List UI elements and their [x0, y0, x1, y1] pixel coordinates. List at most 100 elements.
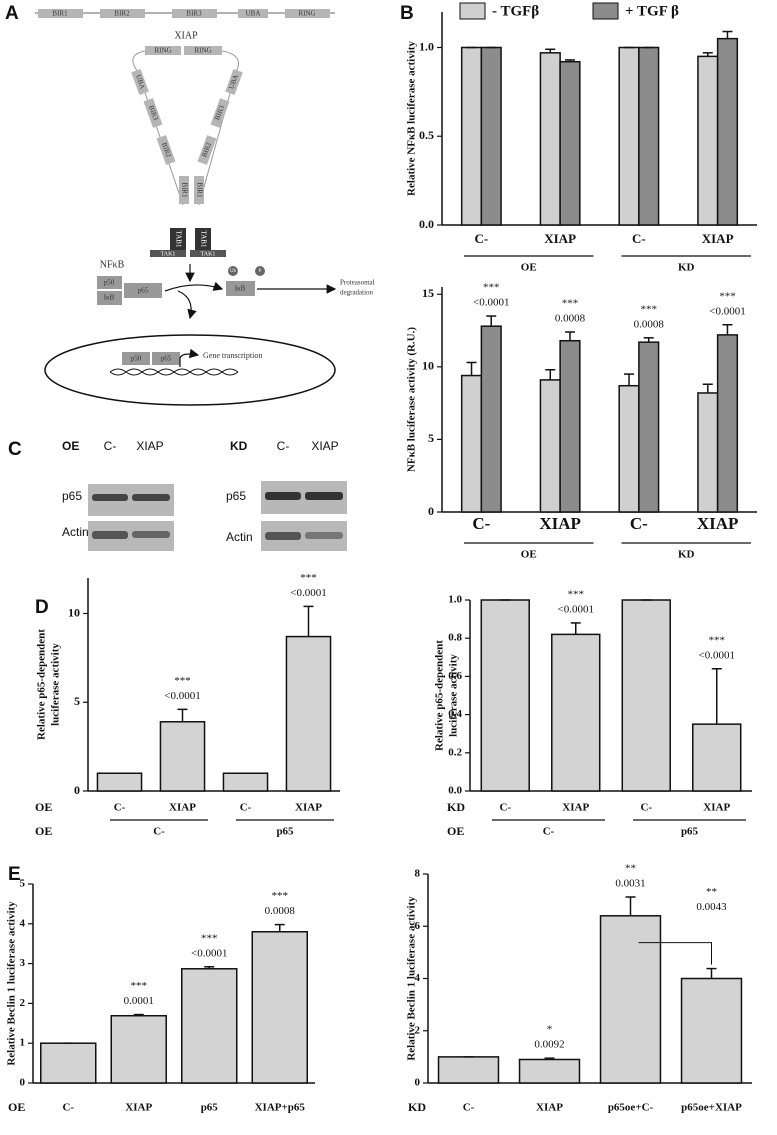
bar [480, 325, 502, 513]
degradation-label: Proteasomal [340, 279, 375, 287]
bar [680, 977, 743, 1084]
bar [518, 1058, 581, 1084]
x-tick-label: XIAP [295, 802, 322, 814]
lane-label: XIAP [136, 439, 163, 453]
y-axis-label: luciferase activity [50, 643, 62, 726]
lane-label: C- [277, 439, 290, 453]
bar [618, 384, 640, 513]
y-tick-label: 10 [422, 359, 434, 373]
diagram: BIR1 BIR2 BIR3 UBA RING XIAP RING RING U… [35, 9, 375, 406]
y-tick-label: 6 [415, 920, 421, 932]
group-label: OE [521, 549, 537, 561]
group-row-label: OE [447, 824, 464, 838]
x-tick-label: C- [630, 514, 648, 533]
y-axis-label: Relative Beclin 1 luciferase activity [406, 896, 418, 1061]
y-tick-label: 4 [20, 917, 26, 929]
bar [285, 635, 332, 792]
y-tick-label: 2 [415, 1024, 421, 1036]
ring-label: RING [194, 47, 211, 55]
significance-stars: *** [719, 290, 736, 302]
p-value: 0.0092 [534, 1039, 564, 1051]
y-tick-label: 0.5 [419, 128, 434, 142]
y-tick-label: 0.2 [448, 746, 462, 758]
arm-label: BIR1 [195, 182, 203, 198]
p-value: 0.0031 [615, 878, 645, 890]
row-label: p65 [226, 489, 246, 503]
y-tick-label: 1.0 [448, 594, 462, 606]
bar [96, 772, 143, 792]
bar [559, 339, 581, 513]
y-tick-label: 0 [428, 504, 434, 518]
bar [437, 1056, 500, 1084]
bar [480, 599, 530, 792]
bar [539, 379, 561, 513]
tab1-label: TAB1 [199, 231, 207, 248]
significance-stars: *** [562, 298, 579, 310]
x-tick-label: XIAP [562, 802, 589, 814]
significance-stars: ** [625, 863, 636, 875]
significance-stars: *** [709, 634, 726, 646]
significance-stars: *** [300, 572, 317, 584]
bar [251, 931, 308, 1084]
bracket [638, 942, 712, 965]
y-tick-label: 0.8 [448, 632, 462, 644]
p-value: 0.0008 [634, 318, 665, 330]
panel-letter: D [35, 597, 49, 618]
x-tick-label: C- [114, 802, 126, 814]
group-label: KD [678, 549, 695, 561]
ring-label: RING [154, 47, 171, 55]
bracket-stars: ** [706, 886, 717, 898]
y-tick-label: 0 [415, 1077, 421, 1089]
legend-swatch [592, 2, 619, 20]
tak1-label: TAK1 [201, 251, 216, 257]
bar [697, 392, 719, 513]
panel-letter: B [400, 3, 414, 24]
p65-label: p65 [138, 287, 149, 295]
group-label: p65 [681, 826, 699, 838]
blot-condition: OE [62, 439, 79, 453]
x-tick-label: p65oe+XIAP [681, 1102, 742, 1114]
x-tick-label: XIAP [169, 802, 196, 814]
nucleus-p50-label: p50 [131, 355, 142, 363]
y-axis-label: Relative p65-dependent [36, 629, 48, 740]
y-tick-label: 0.0 [448, 785, 462, 797]
x-tick-label: XIAP [539, 514, 581, 533]
p-value: 0.0008 [265, 905, 296, 917]
x-tick-label: C- [240, 802, 252, 814]
significance-stars: *** [272, 890, 289, 902]
x-tick-label: XIAP [544, 231, 576, 246]
bar [697, 55, 719, 226]
x-tick-label: C- [463, 1102, 475, 1114]
bar [159, 721, 206, 792]
nfkb-label: NFκB [100, 259, 125, 270]
y-axis-label: luciferase activity [448, 654, 460, 737]
legend-swatch [459, 2, 486, 20]
y-tick-label: 0 [20, 1077, 26, 1089]
p50-label: p50 [104, 279, 115, 287]
p-value: <0.0001 [558, 603, 594, 615]
y-axis-label: NFκB luciferase activity (R.U.) [406, 327, 418, 472]
domain-label: RING [298, 10, 315, 18]
panel-letter: C [8, 439, 22, 460]
blot-condition: KD [230, 439, 248, 453]
y-tick-label: 1.0 [419, 39, 434, 53]
y-tick-label: 8 [415, 868, 421, 880]
x-tick-label: C- [472, 514, 490, 533]
bar [638, 341, 660, 513]
row-label: KD [447, 800, 465, 814]
x-tick-label: C- [62, 1102, 74, 1114]
x-tick-label: p65 [201, 1102, 219, 1114]
bar [692, 723, 742, 792]
y-tick-label: 4 [415, 972, 421, 984]
bar [181, 968, 238, 1084]
y-tick-label: 15 [422, 286, 434, 300]
arm-label: BIR1 [180, 182, 188, 198]
y-tick-label: 2 [20, 997, 26, 1009]
transcription-label: Gene transcription [203, 351, 262, 360]
significance-stars: * [547, 1024, 553, 1036]
tak1-label: TAK1 [161, 251, 176, 257]
y-tick-label: 5 [20, 878, 26, 890]
y-tick-label: 5 [74, 694, 80, 708]
tab1-label: TAB1 [174, 231, 182, 248]
